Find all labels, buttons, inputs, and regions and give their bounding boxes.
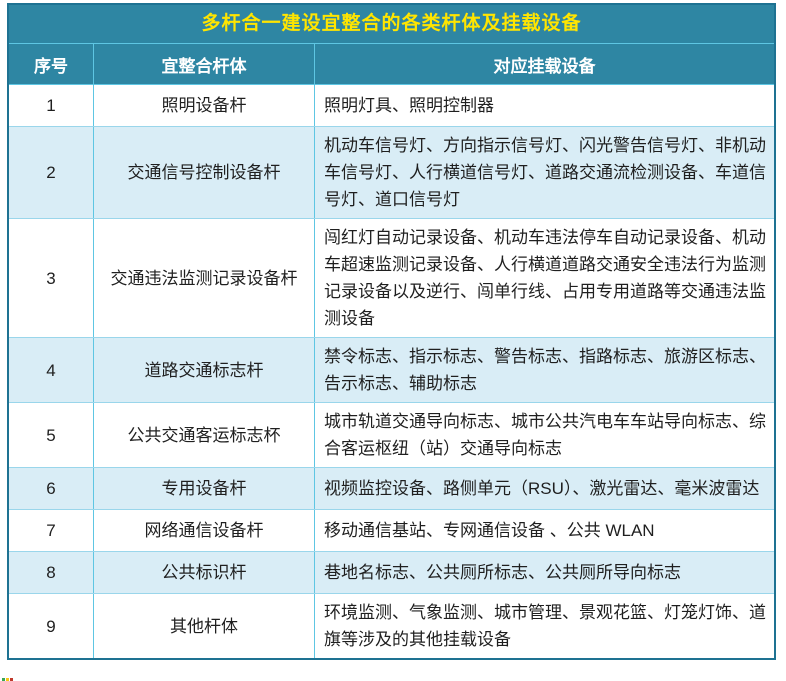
- table-row: 5 公共交通客运标志杯 城市轨道交通导向标志、城市公共汽电车车站导向标志、综合客运枢…: [9, 403, 774, 468]
- column-header-mounted-devices: 对应挂载设备: [493, 56, 596, 76]
- table-row: 2 交通信号控制设备杆 机动车信号灯、方向指示信号灯、闪光警告信号灯、非机动车信号灯…: [9, 127, 774, 219]
- table-row: 6 专用设备杆 视频监控设备、路侧单元（RSU）、激光雷达、毫米波雷达: [9, 468, 774, 510]
- column-header-index: 序号: [9, 44, 94, 84]
- corner-artifact-icon: [2, 678, 13, 681]
- table-row: 9 其他杆体 环境监测、气象监测、城市管理、景观花篮、灯笼灯饰、道旗等涉及的其他挂载…: [9, 594, 774, 658]
- cell-mounted-devices: 照明灯具、照明控制器: [324, 96, 494, 115]
- table-row: 3 交通违法监测记录设备杆 闯红灯自动记录设备、机动车违法停车自动记录设备、机动车超…: [9, 219, 774, 338]
- cell-row-index: 6: [9, 468, 94, 509]
- cell-mounted-devices: 机动车信号灯、方向指示信号灯、闪光警告信号灯、非机动车信号灯、人行横道信号灯、道…: [324, 136, 766, 209]
- table-row: 7 网络通信设备杆 移动通信基站、专网通信设备 、公共 WLAN: [9, 510, 774, 552]
- cell-mounted-devices: 禁令标志、指示标志、警告标志、指路标志、旅游区标志、告示标志、辅助标志: [324, 347, 766, 393]
- cell-row-index: 1: [9, 85, 94, 126]
- table-title: 多杆合一建设宜整合的各类杆体及挂载设备: [9, 5, 774, 44]
- pole-integration-table: 多杆合一建设宜整合的各类杆体及挂载设备 序号 宜整合杆体 对应挂载设备 1 照明设…: [7, 3, 776, 660]
- table-row: 4 道路交通标志杆 禁令标志、指示标志、警告标志、指路标志、旅游区标志、告示标志、辅…: [9, 338, 774, 403]
- cell-pole-type: 交通信号控制设备杆: [94, 127, 315, 218]
- cell-pole-type: 公共标识杆: [94, 552, 315, 593]
- cell-pole-type: 交通违法监测记录设备杆: [94, 219, 315, 337]
- cell-pole-type: 照明设备杆: [94, 85, 315, 126]
- table-row: 1 照明设备杆 照明灯具、照明控制器: [9, 85, 774, 127]
- table-row: 8 公共标识杆 巷地名标志、公共厕所标志、公共厕所导向标志: [9, 552, 774, 594]
- cell-mounted-devices: 移动通信基站、专网通信设备 、公共 WLAN: [324, 521, 655, 540]
- cell-row-index: 8: [9, 552, 94, 593]
- cell-mounted-devices: 闯红灯自动记录设备、机动车违法停车自动记录设备、机动车超速监测记录设备、人行横道…: [324, 228, 766, 328]
- cell-row-index: 5: [9, 403, 94, 467]
- cell-mounted-devices: 环境监测、气象监测、城市管理、景观花篮、灯笼灯饰、道旗等涉及的其他挂载设备: [324, 603, 766, 649]
- table-body: 1 照明设备杆 照明灯具、照明控制器 2 交通信号控制设备杆 机动车信号灯、方向指示信号灯…: [9, 85, 774, 658]
- column-header-pole-type: 宜整合杆体: [94, 44, 315, 84]
- cell-pole-type: 道路交通标志杆: [94, 338, 315, 402]
- cell-mounted-devices: 巷地名标志、公共厕所标志、公共厕所导向标志: [324, 563, 681, 582]
- cell-row-index: 7: [9, 510, 94, 551]
- cell-row-index: 4: [9, 338, 94, 402]
- cell-row-index: 3: [9, 219, 94, 337]
- cell-mounted-devices: 视频监控设备、路侧单元（RSU）、激光雷达、毫米波雷达: [324, 479, 760, 498]
- cell-row-index: 9: [9, 594, 94, 658]
- cell-mounted-devices: 城市轨道交通导向标志、城市公共汽电车车站导向标志、综合客运枢纽（站）交通导向标志: [324, 412, 766, 458]
- cell-pole-type: 网络通信设备杆: [94, 510, 315, 551]
- cell-pole-type: 其他杆体: [94, 594, 315, 658]
- cell-pole-type: 专用设备杆: [94, 468, 315, 509]
- cell-pole-type: 公共交通客运标志杯: [94, 403, 315, 467]
- table-header-row: 序号 宜整合杆体 对应挂载设备: [9, 44, 774, 85]
- cell-row-index: 2: [9, 127, 94, 218]
